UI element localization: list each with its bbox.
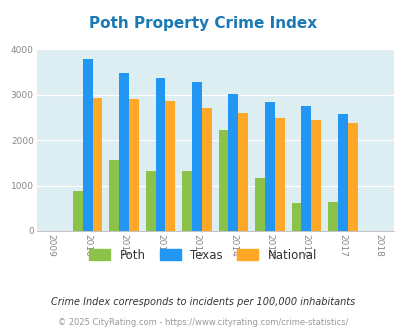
Bar <box>301 106 311 231</box>
Bar <box>291 203 301 231</box>
Bar <box>192 82 201 231</box>
Bar <box>182 171 192 231</box>
Bar <box>83 59 92 231</box>
Bar <box>347 123 357 231</box>
Bar <box>201 108 211 231</box>
Bar <box>327 202 337 231</box>
Bar <box>145 171 155 231</box>
Bar <box>119 73 129 231</box>
Bar <box>228 94 238 231</box>
Bar <box>311 120 320 231</box>
Text: Crime Index corresponds to incidents per 100,000 inhabitants: Crime Index corresponds to incidents per… <box>51 297 354 307</box>
Bar <box>129 98 139 231</box>
Bar <box>264 102 274 231</box>
Bar <box>109 160 119 231</box>
Bar <box>72 191 83 231</box>
Bar <box>337 114 347 231</box>
Bar <box>155 78 165 231</box>
Legend: Poth, Texas, National: Poth, Texas, National <box>84 244 321 266</box>
Text: Poth Property Crime Index: Poth Property Crime Index <box>89 16 316 31</box>
Text: © 2025 CityRating.com - https://www.cityrating.com/crime-statistics/: © 2025 CityRating.com - https://www.city… <box>58 318 347 327</box>
Bar <box>92 98 102 231</box>
Bar <box>274 117 284 231</box>
Bar <box>238 113 247 231</box>
Bar <box>254 178 264 231</box>
Bar <box>218 130 228 231</box>
Bar <box>165 101 175 231</box>
